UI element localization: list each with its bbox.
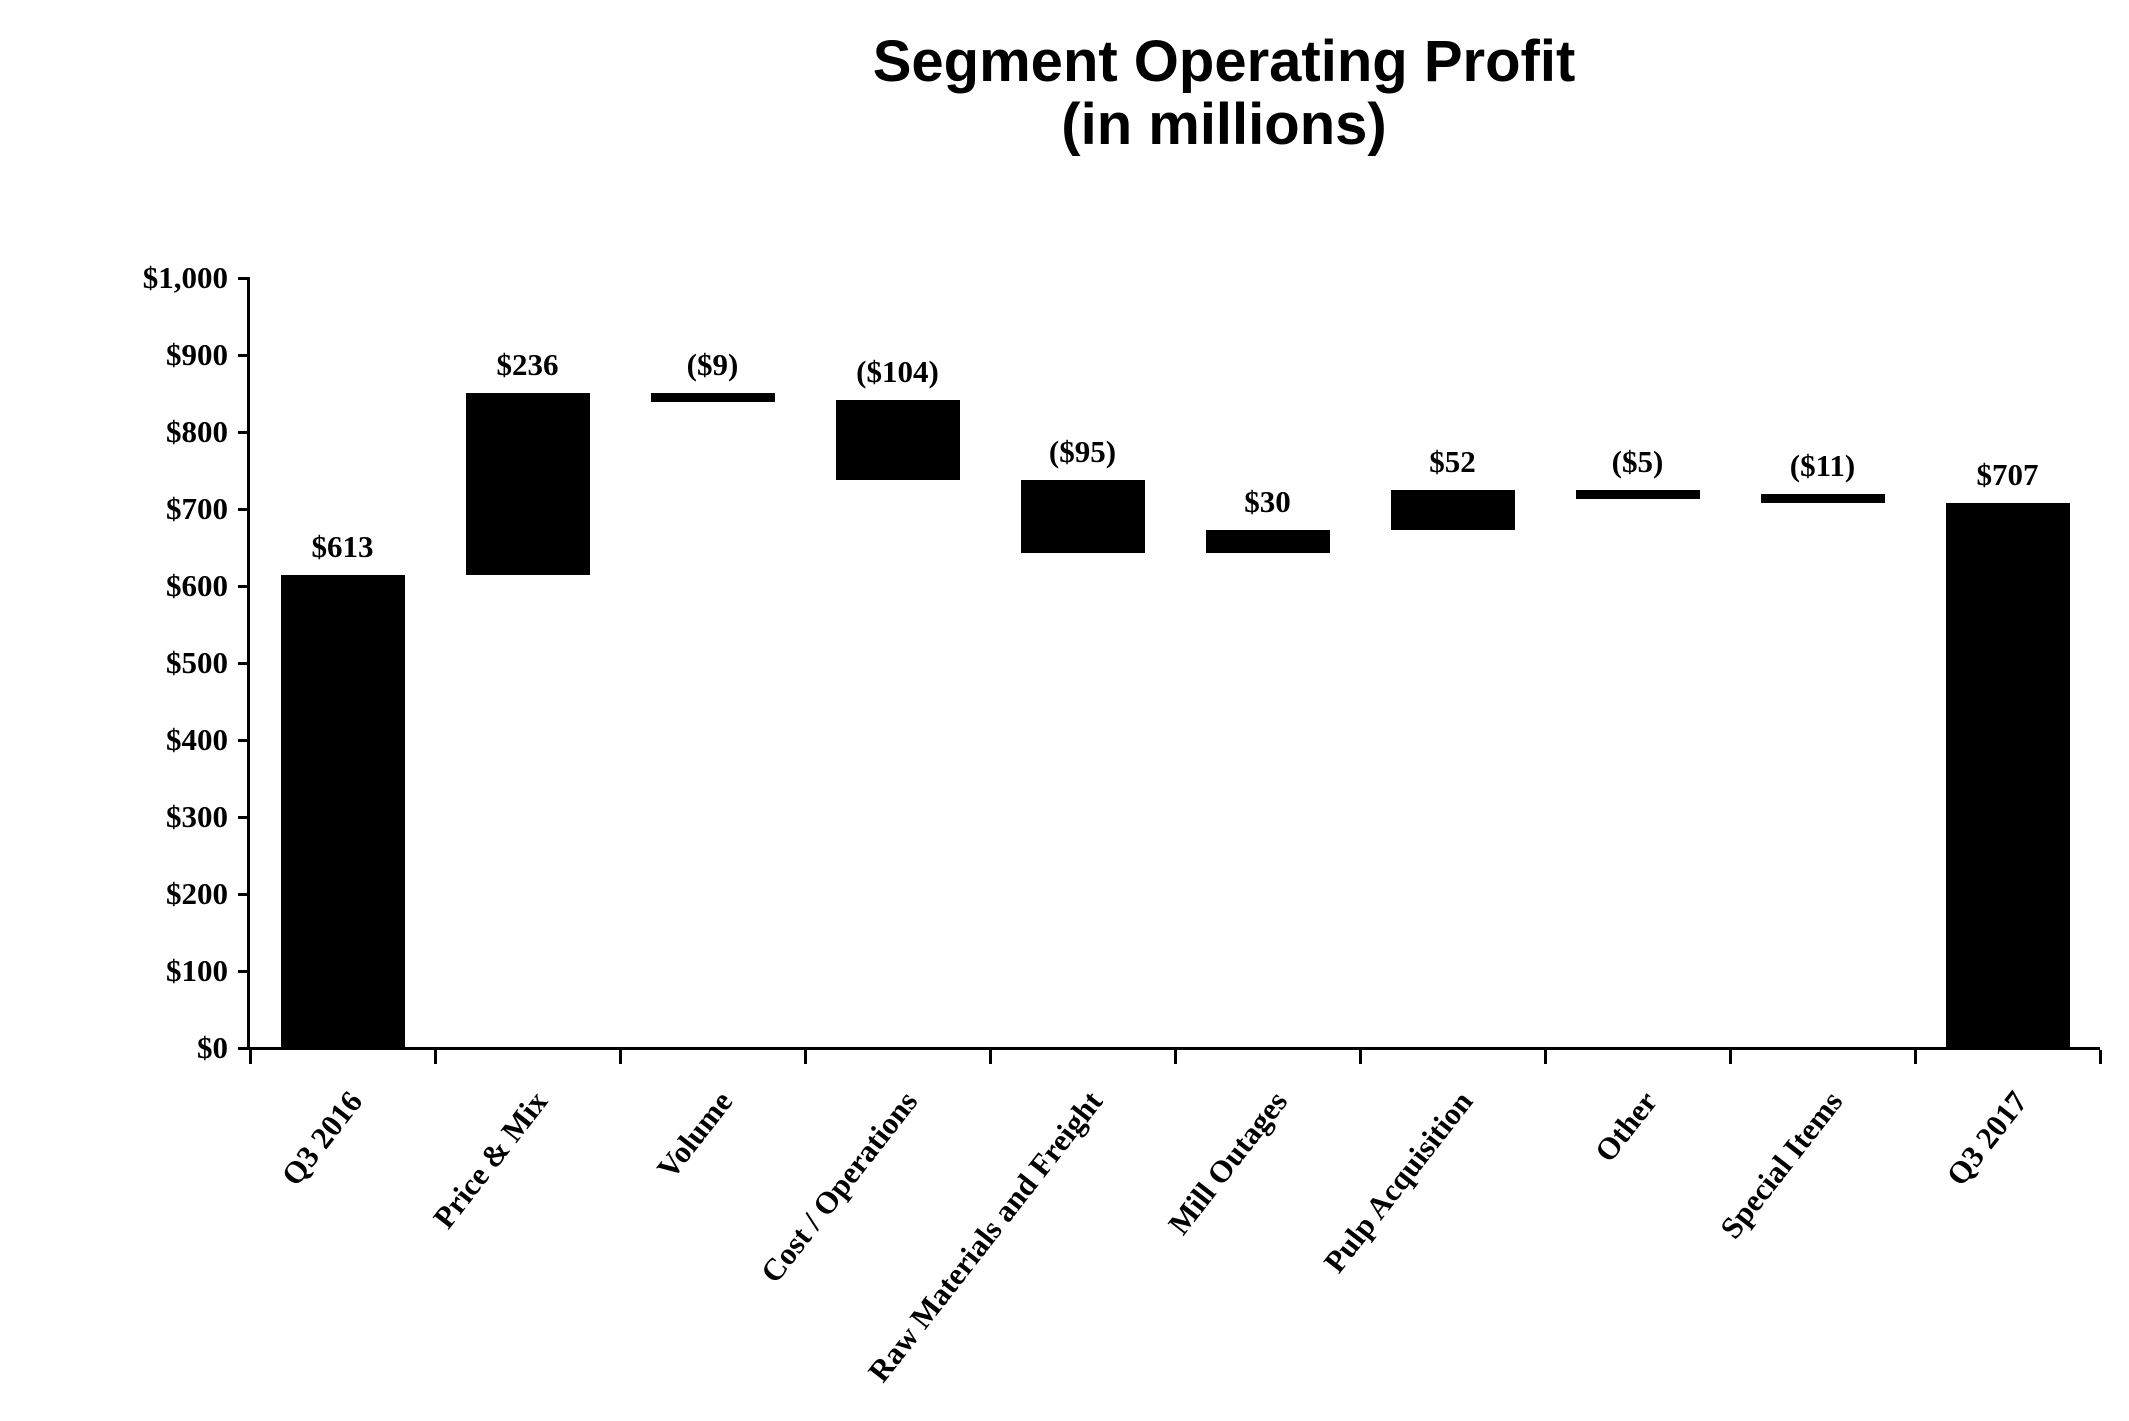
x-axis-tick [1543, 1050, 1547, 1064]
x-axis-tick [248, 1050, 252, 1064]
y-axis-tick [238, 277, 247, 280]
category-label: Other [1587, 1084, 1665, 1169]
bar-value-label: ($9) [686, 347, 739, 383]
y-axis-tick [238, 431, 247, 434]
bar-value-label: ($5) [1611, 444, 1664, 480]
waterfall-bar [1575, 490, 1700, 500]
category-label: Q3 2016 [274, 1084, 370, 1193]
y-axis-tick-label: $0 [197, 1030, 228, 1065]
category-label: Price & Mix [426, 1084, 555, 1235]
x-axis-tick [1728, 1050, 1732, 1064]
waterfall-bar [465, 393, 590, 575]
x-axis-tick [1913, 1050, 1917, 1064]
waterfall-bar [1020, 480, 1145, 554]
x-axis-tick [1358, 1050, 1362, 1064]
y-axis-tick [238, 662, 247, 665]
x-axis-tick [803, 1050, 807, 1064]
category-label: Q3 2017 [1939, 1084, 2035, 1193]
waterfall-bar [835, 400, 960, 481]
waterfall-bar [1205, 530, 1330, 554]
y-axis-tick [238, 970, 247, 973]
chart-title-line2: (in millions) [1061, 92, 1387, 157]
y-axis-tick-label: $700 [166, 491, 228, 526]
bar-value-label: $236 [496, 347, 559, 383]
chart-title: Segment Operating Profit (in millions) [873, 30, 1576, 156]
x-axis-tick [988, 1050, 992, 1064]
y-axis-line [247, 277, 250, 1050]
bar-value-label: $30 [1244, 484, 1291, 520]
y-axis-tick-label: $1,000 [142, 260, 228, 295]
x-axis-tick [618, 1050, 622, 1064]
waterfall-bar [1390, 490, 1515, 531]
y-axis-tick-label: $200 [166, 876, 228, 911]
y-axis-tick [238, 893, 247, 896]
y-axis-tick-label: $900 [166, 337, 228, 372]
y-axis-tick [238, 585, 247, 588]
y-axis-tick [238, 354, 247, 357]
category-label: Cost / Operations [753, 1084, 925, 1290]
y-axis-tick-label: $400 [166, 722, 228, 757]
x-axis-tick [433, 1050, 437, 1064]
bar-value-label: ($11) [1789, 448, 1856, 484]
y-axis-tick [238, 816, 247, 819]
waterfall-bar [1760, 494, 1885, 504]
waterfall-bar [650, 393, 775, 403]
y-axis-tick [238, 1047, 247, 1050]
y-axis-tick-label: $500 [166, 645, 228, 680]
y-axis-tick-label: $100 [166, 953, 228, 988]
y-axis-tick [238, 739, 247, 742]
bar-value-label: $613 [311, 528, 374, 564]
y-axis-tick-label: $800 [166, 414, 228, 449]
bar-value-label: ($95) [1048, 434, 1117, 470]
category-label: Mill Outages [1161, 1084, 1295, 1241]
x-axis-line [247, 1047, 2100, 1050]
x-axis-tick [2098, 1050, 2102, 1064]
category-label: Pulp Acquisition [1316, 1084, 1480, 1280]
x-axis-tick [1173, 1050, 1177, 1064]
category-label: Special Items [1713, 1084, 1850, 1246]
chart-title-line1: Segment Operating Profit [872, 29, 1576, 94]
bar-value-label: $52 [1429, 444, 1476, 480]
y-axis-tick [238, 508, 247, 511]
y-axis-tick-label: $300 [166, 799, 228, 834]
category-label: Volume [649, 1084, 740, 1186]
bar-value-label: ($104) [856, 354, 939, 390]
waterfall-bar [280, 574, 405, 1047]
waterfall-bar [1945, 502, 2070, 1047]
bar-value-label: $707 [1976, 456, 2039, 492]
y-axis-tick-label: $600 [166, 568, 228, 603]
